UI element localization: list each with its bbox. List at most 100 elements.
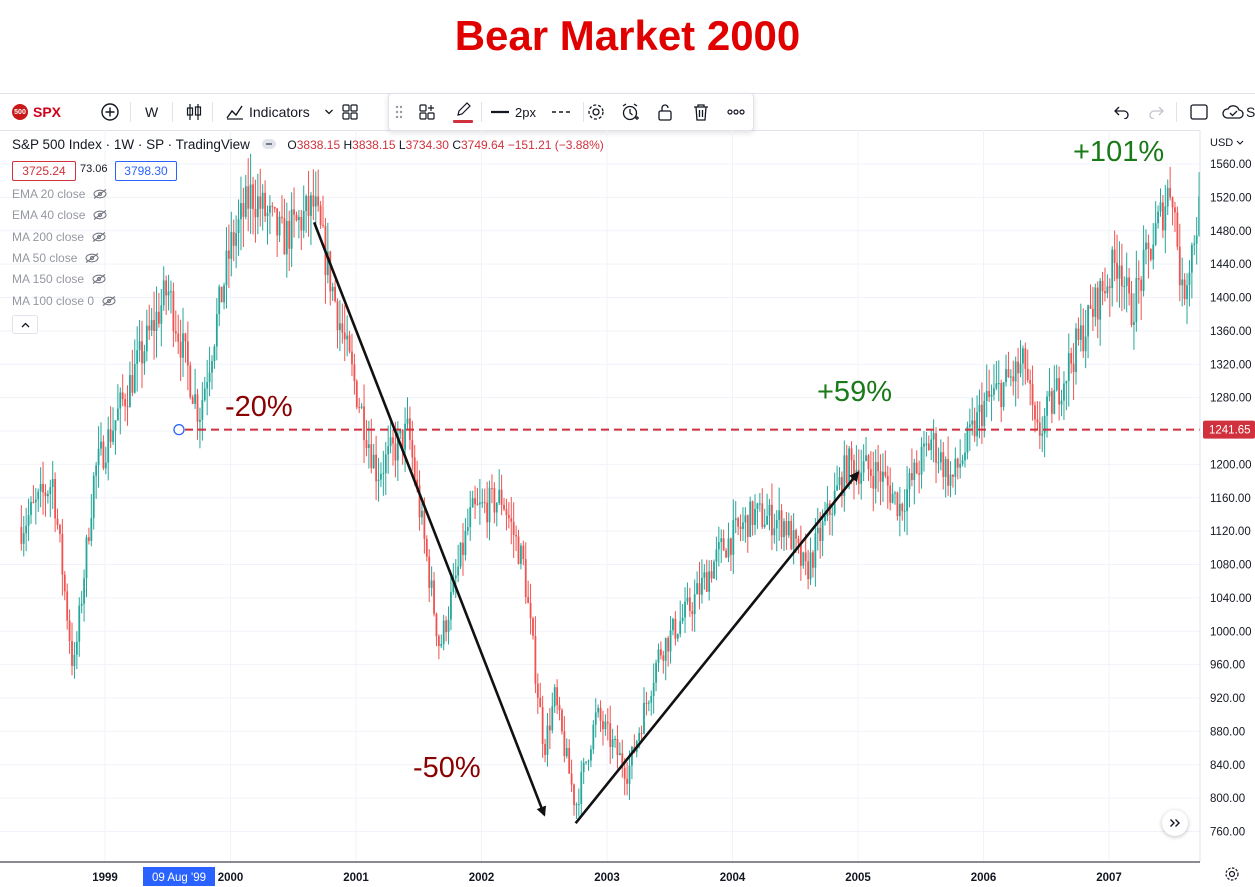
price-tick-label: 1360.00 <box>1210 326 1252 338</box>
candle-body <box>1012 376 1015 382</box>
candle-body <box>172 291 175 332</box>
alert-button[interactable] <box>621 94 641 130</box>
hide-legend-icon[interactable] <box>261 139 276 150</box>
layouts-button[interactable] <box>342 94 358 130</box>
candle-body <box>491 488 493 490</box>
candle-body <box>22 533 25 544</box>
symbol-search-button[interactable]: 500 SPX <box>12 94 61 130</box>
line-style-button[interactable] <box>552 94 572 130</box>
indicator-row[interactable]: MA 100 close 0 <box>12 294 116 308</box>
eye-hidden-icon[interactable] <box>93 189 107 199</box>
compare-add-button[interactable] <box>100 94 120 130</box>
candle-body <box>186 341 189 366</box>
candle-body <box>440 643 443 647</box>
candle-body <box>27 514 30 526</box>
eye-hidden-icon[interactable] <box>93 210 107 221</box>
candle-body <box>196 394 199 422</box>
indicator-row[interactable]: EMA 20 close <box>12 187 107 201</box>
candle-body <box>911 473 913 480</box>
candle-body <box>261 192 264 209</box>
candle-body <box>174 331 177 334</box>
candle-body <box>445 620 448 633</box>
layout-icon <box>342 104 358 120</box>
candle-body <box>841 477 843 497</box>
collapse-legend-button[interactable] <box>12 315 38 334</box>
candle-body <box>964 452 966 461</box>
candle-body <box>792 530 795 550</box>
eye-hidden-icon[interactable] <box>102 295 116 306</box>
indicator-row[interactable]: MA 200 close <box>12 230 106 244</box>
candle-body <box>548 725 551 731</box>
templates-button[interactable] <box>419 94 437 130</box>
candle-body <box>1026 368 1029 381</box>
interval-button[interactable]: W <box>145 104 159 120</box>
save-cloud-button[interactable]: S <box>1222 94 1255 130</box>
candle-body <box>836 485 838 491</box>
chart-type-button[interactable] <box>186 94 202 130</box>
time-axis: 1999 2000 2001 2002 2003 2004 2005 2006 2007 09 A… <box>0 861 1200 886</box>
spread-value: 73.06 <box>80 163 108 175</box>
remove-button[interactable] <box>693 94 709 130</box>
currency-label: USD <box>1210 137 1233 149</box>
candle-body <box>802 552 805 566</box>
redo-button[interactable] <box>1148 94 1164 130</box>
price-chart[interactable]: USD 1560.00 1520.00 1480.00 1440.00 1400.00 13… <box>0 130 1255 886</box>
candle-body <box>141 341 143 364</box>
candle-body <box>1046 396 1048 416</box>
candle-body <box>153 320 155 331</box>
candle-body <box>947 459 950 486</box>
drag-handle[interactable] <box>395 94 403 130</box>
indicator-row[interactable]: MA 50 close <box>12 251 99 265</box>
eye-hidden-icon[interactable] <box>85 252 99 263</box>
bid-price-box[interactable]: 3725.24 <box>12 161 76 181</box>
candles-icon <box>186 104 202 120</box>
price-tick-label: 1320.00 <box>1210 359 1252 371</box>
candle-body <box>92 475 95 519</box>
candle-body <box>592 724 595 750</box>
settings-button[interactable] <box>587 94 605 130</box>
grip-icon <box>395 105 403 119</box>
candle-body <box>88 537 90 541</box>
candle-body <box>1019 363 1022 374</box>
candle-body <box>235 233 238 246</box>
candle-body <box>722 538 725 551</box>
candle-body <box>532 618 534 636</box>
line-color-button[interactable] <box>453 94 473 130</box>
ask-price-box[interactable]: 3798.30 <box>115 161 177 181</box>
candle-body <box>691 610 694 615</box>
candle-body <box>273 206 276 209</box>
candle-body <box>1120 265 1123 287</box>
ohlc-values: O3838.15 H3838.15 L3734.30 C3749.64 −151… <box>287 138 604 152</box>
line-width-label: 2px <box>515 104 536 120</box>
candle-body <box>546 725 549 755</box>
candle-body <box>838 477 841 486</box>
candle-body <box>529 603 532 619</box>
candle-body <box>83 578 85 604</box>
more-button[interactable] <box>727 94 745 130</box>
indicator-row[interactable]: MA 150 close <box>12 272 106 286</box>
candle-body <box>727 538 730 558</box>
candle-body <box>1169 187 1172 198</box>
series-name[interactable]: S&P 500 Index · 1W · SP · TradingView <box>12 137 250 152</box>
candle-body <box>638 733 641 742</box>
eye-hidden-icon[interactable] <box>92 231 106 242</box>
candle-body <box>768 504 771 516</box>
fullscreen-button[interactable] <box>1190 94 1208 130</box>
axis-settings-button[interactable] <box>1224 866 1240 882</box>
candle-body <box>450 592 452 620</box>
annotation-minus-50: -50% <box>413 752 481 784</box>
lock-button[interactable] <box>657 94 673 130</box>
line-width-button[interactable]: 2px <box>491 94 536 130</box>
undo-button[interactable] <box>1114 94 1130 130</box>
candle-body <box>254 208 257 218</box>
candle-body <box>1036 419 1039 423</box>
candle-body <box>715 549 718 562</box>
eye-hidden-icon[interactable] <box>92 274 106 285</box>
candle-body <box>237 219 240 234</box>
indicators-button[interactable]: Indicators <box>226 94 334 130</box>
candle-body <box>1135 278 1138 322</box>
scroll-to-realtime-button[interactable] <box>1162 810 1188 836</box>
indicator-row[interactable]: EMA 40 close <box>12 208 107 222</box>
candle-body <box>230 232 233 259</box>
candle-body <box>1101 280 1104 292</box>
